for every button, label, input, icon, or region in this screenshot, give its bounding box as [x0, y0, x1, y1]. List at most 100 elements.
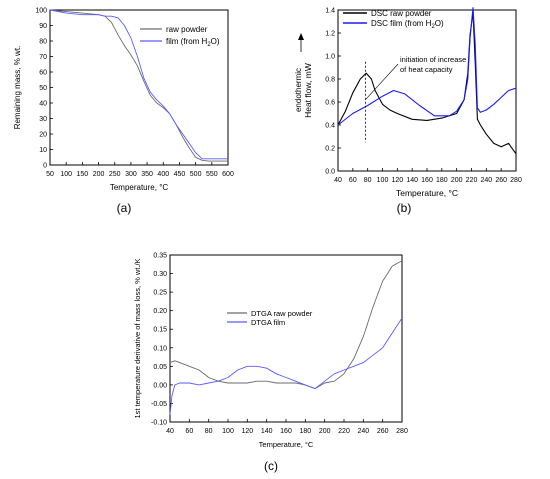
legend-entry: DSC raw powder: [371, 9, 432, 18]
x-tick-label: 160: [421, 177, 433, 184]
x-tick-label: 400: [157, 171, 169, 178]
x-axis-label-text: Temperature, °C: [259, 440, 314, 449]
x-axis-label-text: Temperature,: [110, 183, 159, 192]
x-axis-label: Temperature, °C: [259, 440, 314, 449]
series-line-1: [337, 7, 517, 126]
y-tick-label: 1.2: [325, 31, 335, 38]
legend-entry-text: DTGA film: [251, 318, 285, 327]
x-tick-label: 280: [396, 428, 408, 435]
x-tick-label: 260: [377, 428, 389, 435]
y-axis-label: Heat flow, mW: [303, 63, 313, 118]
x-tick-label: 120: [241, 428, 253, 435]
x-tick-label: 220: [338, 428, 350, 435]
y-tick-label: 1.0: [325, 54, 335, 61]
x-tick-label: 240: [480, 177, 492, 184]
legend-entry: DSC film (from H2O): [371, 19, 444, 30]
legend-entry: raw powder: [166, 25, 208, 34]
y-tick-label: 60: [39, 70, 47, 77]
legend-entry: DTGA raw powder: [251, 309, 313, 318]
x-axis-label: Temperature, °C: [396, 188, 458, 198]
y-tick-label: 50: [39, 85, 47, 92]
x-tick-label: 40: [166, 428, 174, 435]
y-tick-label: -0.05: [151, 401, 167, 408]
endothermic-label: endothermic: [294, 68, 303, 112]
x-tick-label: 550: [206, 171, 218, 178]
x-tick-label: 100: [222, 428, 234, 435]
x-tick-label: 140: [261, 428, 273, 435]
x-tick-label: 200: [93, 171, 105, 178]
y-tick-label: 0.8: [325, 77, 335, 84]
x-tick-label: 180: [299, 428, 311, 435]
y-tick-label: 0.05: [153, 364, 167, 371]
panel-label-b: (b): [397, 201, 412, 215]
legend-entry-subscript: 2: [207, 42, 211, 48]
x-tick-label: 500: [190, 171, 202, 178]
x-tick-label: 600: [222, 171, 234, 178]
y-tick-label: 0: [43, 163, 47, 170]
panel-label-a: (a): [117, 201, 132, 215]
chart-panel-c: 40 60 80 100 120 140 160 180 200 220 240 260 280 -0.1…: [133, 253, 408, 450]
y-tick-label: 0.10: [153, 345, 167, 352]
x-tick-label: 280: [510, 177, 522, 184]
x-tick-label: 220: [466, 177, 478, 184]
annotation-leader: [365, 63, 399, 100]
y-tick-label: 1.4: [325, 8, 335, 15]
series-line-1: [49, 9, 228, 160]
x-axis-label: Temperature, °C: [110, 183, 169, 192]
legend-entry: film (from H2O): [166, 37, 220, 48]
y-tick-label: -0.10: [151, 420, 167, 427]
legend-entry-tail: O): [435, 19, 444, 28]
y-axis-label: Remaining mass, % wt.: [13, 46, 22, 130]
y-axis-label: 1st temperature derivative of mass loss,…: [133, 258, 142, 418]
x-axis-label-unit: °C: [448, 188, 458, 198]
y-tick-label: 0.2: [325, 146, 335, 153]
x-tick-label: 60: [349, 177, 357, 184]
x-tick-label: 40: [334, 177, 342, 184]
legend-entry: DTGA film: [251, 318, 285, 327]
y-tick-label: 20: [39, 132, 47, 139]
chart-panel-a: 50 100 150 200 250 300 350 400 450 500 550 60001020…: [13, 8, 234, 193]
y-tick-label: 30: [39, 116, 47, 123]
legend-entry-text: DSC film (from H: [371, 19, 432, 28]
y-tick-label: 0.15: [153, 327, 167, 334]
y-tick-label: 0.30: [153, 271, 167, 278]
y-tick-label: 70: [39, 54, 47, 61]
x-tick-label: 200: [319, 428, 331, 435]
y-tick-label: 10: [39, 147, 47, 154]
y-tick-label: 0.00: [153, 382, 167, 389]
y-tick-label: 0.20: [153, 308, 167, 315]
x-tick-label: 180: [436, 177, 448, 184]
series-line-0: [337, 11, 517, 155]
y-tick-label: 40: [39, 101, 47, 108]
chart-panel-b: 40 60 80 100 120 140 160 180 200 220 240 260 280 0.0 0…: [294, 7, 522, 198]
x-tick-label: 60: [185, 428, 193, 435]
legend-entry-text: film (from H: [166, 37, 208, 46]
x-tick-label: 300: [125, 171, 137, 178]
y-tick-label: 80: [39, 39, 47, 46]
x-tick-label: 120: [391, 177, 403, 184]
x-tick-label: 100: [60, 171, 72, 178]
x-axis-label-unit: °C: [159, 183, 168, 192]
y-tick-label: 0.0: [325, 169, 335, 176]
x-tick-label: 200: [451, 177, 463, 184]
x-tick-label: 100: [377, 177, 389, 184]
legend-entry-tail: O): [211, 37, 220, 46]
series-line-1: [169, 317, 403, 415]
plot-frame: [169, 254, 403, 423]
endothermic-arrow-icon: [298, 33, 304, 40]
x-tick-label: 140: [406, 177, 418, 184]
y-tick-label: 0.4: [325, 123, 335, 130]
x-tick-label: 260: [495, 177, 507, 184]
x-tick-label: 80: [364, 177, 372, 184]
x-axis-label-text: Temperature,: [396, 188, 448, 198]
legend-entry-text: DTGA raw powder: [251, 309, 313, 318]
plot-frame: [337, 9, 517, 172]
x-tick-label: 150: [77, 171, 89, 178]
x-tick-label: 50: [46, 171, 54, 178]
legend-entry-subscript: 2: [431, 24, 435, 30]
x-tick-label: 450: [174, 171, 186, 178]
legend-entry-text: DSC raw powder: [371, 9, 432, 18]
y-tick-label: 0.25: [153, 290, 167, 297]
x-tick-label: 160: [280, 428, 292, 435]
